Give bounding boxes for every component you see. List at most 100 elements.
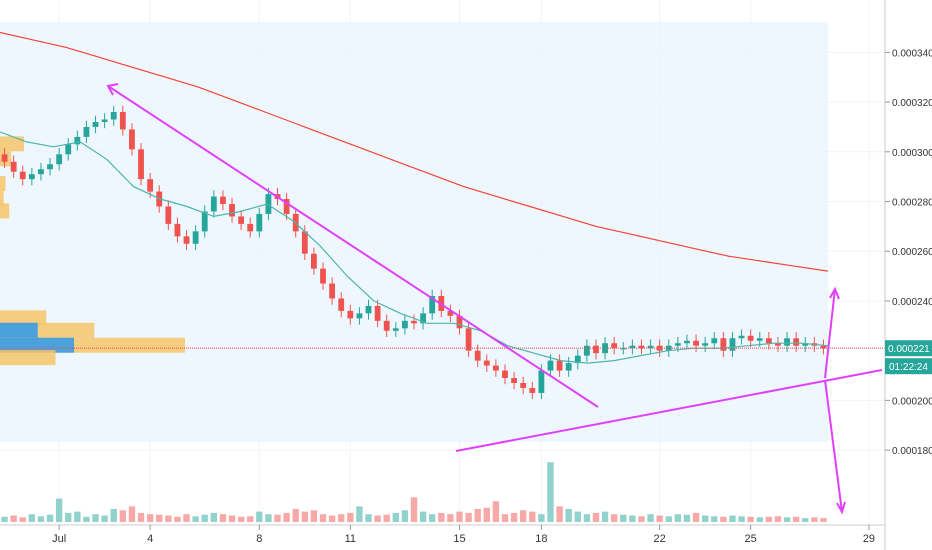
breakdown-down-arrow <box>824 379 843 513</box>
volume-bar <box>328 515 336 522</box>
volume-bar <box>219 514 227 522</box>
y-tick-label: 0.000320 <box>892 98 932 109</box>
candle-body <box>238 216 245 224</box>
candle-body <box>119 112 126 130</box>
candle-body <box>529 387 536 393</box>
candle-body <box>411 320 417 324</box>
candle-body <box>474 350 481 361</box>
y-tick-label: 0.000180 <box>892 446 932 457</box>
volume-bar <box>338 514 345 522</box>
down-arrowhead <box>836 501 846 515</box>
volume-bar <box>183 514 190 522</box>
candle-body <box>674 343 681 346</box>
volume-bar <box>701 515 709 522</box>
candle-body <box>92 121 99 127</box>
volume-bar <box>601 511 609 522</box>
volume-bar <box>656 515 663 522</box>
volume-bar <box>501 514 509 522</box>
volume-bar <box>228 515 236 522</box>
volume-bar <box>520 510 527 522</box>
gridlines <box>0 0 885 525</box>
candle-body <box>756 338 763 341</box>
candle-body <box>483 360 490 366</box>
volume-bar <box>292 509 299 522</box>
volume-bar <box>110 509 117 522</box>
volume-bar <box>192 516 199 522</box>
volume-profile-bar <box>0 176 6 192</box>
candle-body <box>638 345 645 349</box>
volume-bar <box>310 510 318 522</box>
volume-bar <box>137 512 145 522</box>
candle-body <box>229 204 235 217</box>
x-tick-label: 22 <box>654 533 666 545</box>
candle-body <box>347 310 354 319</box>
volume-bar <box>556 506 563 522</box>
volume-bar <box>237 516 245 522</box>
candle-body <box>629 345 636 349</box>
volume-bar <box>583 514 591 522</box>
candle-body <box>620 348 627 350</box>
descending-trendline <box>107 85 599 408</box>
x-tick-label: 15 <box>453 533 465 545</box>
candle-body <box>538 370 545 393</box>
volume-bar <box>665 516 672 522</box>
candle-body <box>220 196 226 205</box>
volume-profile-bar <box>0 350 56 366</box>
y-tick-label: 0.000240 <box>892 297 932 308</box>
x-tick-label: 18 <box>535 533 547 545</box>
volume-bar <box>820 518 827 522</box>
candle-body <box>28 174 35 180</box>
candle-body <box>802 343 809 346</box>
volume-bar <box>319 514 327 522</box>
candle-body <box>356 313 363 319</box>
candle-body <box>775 343 781 346</box>
candle-body <box>74 136 81 145</box>
volume-bar <box>410 497 418 522</box>
candle-body <box>19 171 26 180</box>
trendline-arrowhead <box>106 83 119 96</box>
candle-body <box>565 363 572 371</box>
volume-bar <box>210 512 218 522</box>
volume-profile-bar <box>0 203 10 219</box>
volume-bar <box>119 510 127 522</box>
volume-bar <box>747 516 754 522</box>
volume-bar <box>74 511 81 522</box>
y-axis: 0.000340 0.000320 0.000300 0.000280 0.000260… <box>885 48 932 457</box>
breakout-up-arrow <box>824 288 836 379</box>
x-axis: Jul 4 8 11 15 18 22 25 29 <box>52 525 875 545</box>
candle-body <box>301 231 308 254</box>
candle-body <box>265 194 272 214</box>
candle-body <box>711 338 718 344</box>
volume-bar <box>401 510 409 522</box>
candle-body <box>374 305 381 321</box>
volume-bar <box>174 516 181 522</box>
up-arrowhead <box>829 286 840 300</box>
volume-profile-bar <box>0 191 4 207</box>
candle-body <box>174 223 181 237</box>
volume-bars <box>1 462 827 522</box>
volume-bar <box>347 512 354 522</box>
candle-body <box>429 295 436 314</box>
x-tick-label: Jul <box>52 533 66 545</box>
volume-bar <box>720 516 727 522</box>
volume-bar <box>356 506 363 522</box>
candle-body <box>611 343 618 349</box>
candle-body <box>747 335 754 341</box>
y-tick-label: 0.000260 <box>892 247 932 258</box>
x-tick-label: 29 <box>863 533 875 545</box>
volume-bar <box>529 511 536 522</box>
candle-body <box>574 355 581 364</box>
candle-body <box>492 365 499 371</box>
y-tick-label: 0.000300 <box>892 148 932 159</box>
volume-bar <box>274 514 281 522</box>
volume-bar <box>692 512 700 522</box>
candle-body <box>320 268 326 284</box>
volume-bar <box>101 515 108 522</box>
volume-bar <box>674 514 682 522</box>
candle-body <box>183 236 190 244</box>
candle-body <box>420 313 427 324</box>
candle-body <box>329 283 336 299</box>
candle-body <box>283 199 290 214</box>
volume-bar <box>802 518 809 522</box>
